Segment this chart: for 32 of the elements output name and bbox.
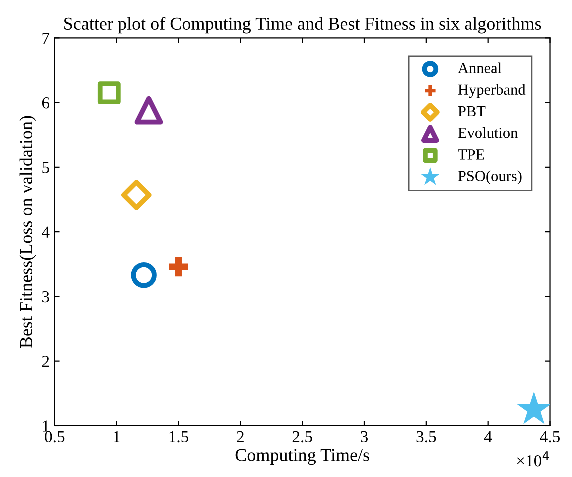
y-tick-label: 2 (42, 356, 50, 368)
y-tick-label: 4 (42, 226, 50, 238)
text: ×10$^{4}$ (517, 452, 550, 467)
x-tick-label: 3 (361, 431, 368, 443)
y-axis-title: Best Fitness(Loss on validation) (20, 116, 36, 348)
legend-label: TPE (458, 150, 484, 160)
x-tick-label: 3.5 (416, 431, 436, 443)
y-tick-label: 6 (42, 98, 50, 109)
x-axis-title: Computing Time/s (236, 449, 370, 466)
legend-label: Hyperband (458, 84, 526, 98)
point (169, 257, 188, 277)
x-tick-label: 1.5 (170, 431, 189, 443)
legend-label: PSO(ours) (458, 170, 522, 185)
point (98, 82, 121, 105)
point (121, 180, 152, 210)
x-tick-label: 2.5 (292, 431, 312, 443)
legend-label: Anneal (458, 62, 502, 74)
y-tick-label: 1 (43, 420, 50, 432)
x-tick-label: 2 (237, 431, 244, 442)
chart-title: Scatter plot of Computing Time and Best Fitness in six algorithms (64, 17, 542, 34)
point (131, 262, 157, 288)
point (516, 392, 550, 424)
point (134, 96, 164, 125)
x-tick-label: 4 (484, 431, 492, 442)
x-tick-label: 1 (114, 431, 120, 442)
y-tick-label: 3 (42, 291, 50, 303)
y-tick-label: 5 (42, 162, 50, 174)
y-tick-label: 7 (42, 33, 50, 44)
x-tick-label: 0.5 (45, 431, 65, 443)
legend-label: PBT (458, 106, 486, 117)
legend-label: Evolution (458, 128, 518, 138)
x-tick-label: 4.5 (540, 431, 560, 443)
